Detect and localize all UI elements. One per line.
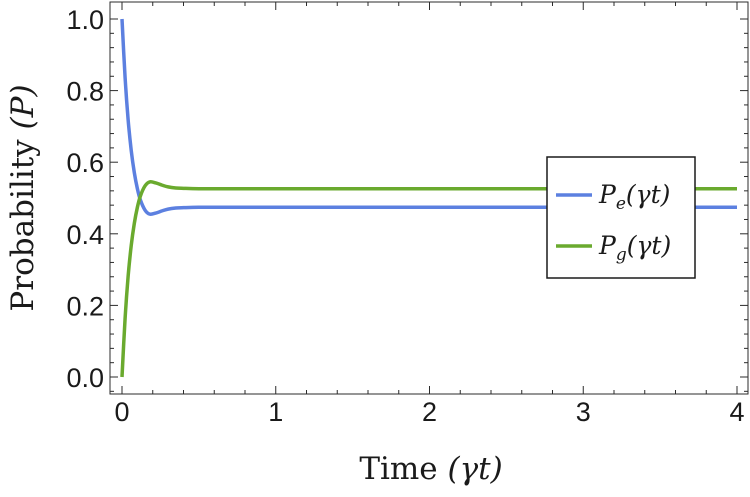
y-axis-label: Probability (P): [5, 84, 41, 311]
axis-ticks: [110, 2, 748, 394]
x-axis-label: Time (γt): [359, 451, 502, 487]
x-tick-label: 1: [268, 397, 283, 427]
x-tick-label: 4: [729, 397, 744, 427]
x-tick-label: 2: [422, 397, 437, 427]
legend-label-pg: Pg(γt): [598, 231, 671, 265]
y-tick-label: 0.0: [66, 363, 104, 393]
tick-labels: 0 1 2 3 4 0.0 0.2 0.4 0.6 0.8 1.0: [66, 5, 744, 427]
x-tick-label: 0: [114, 397, 129, 427]
legend: Pe(γt) Pg(γt): [546, 156, 696, 279]
x-tick-label: 3: [576, 397, 591, 427]
y-tick-label: 0.6: [66, 148, 104, 178]
series-line-pg: [120, 180, 737, 378]
y-tick-label: 0.4: [66, 220, 104, 250]
legend-label-pe: Pe(γt): [598, 180, 670, 214]
legend-box: [546, 156, 696, 279]
series-layer: [120, 18, 737, 378]
series-line-pe: [120, 18, 737, 216]
y-tick-label: 0.2: [66, 291, 104, 321]
y-tick-label: 1.0: [66, 5, 104, 35]
y-tick-label: 0.8: [66, 77, 104, 107]
